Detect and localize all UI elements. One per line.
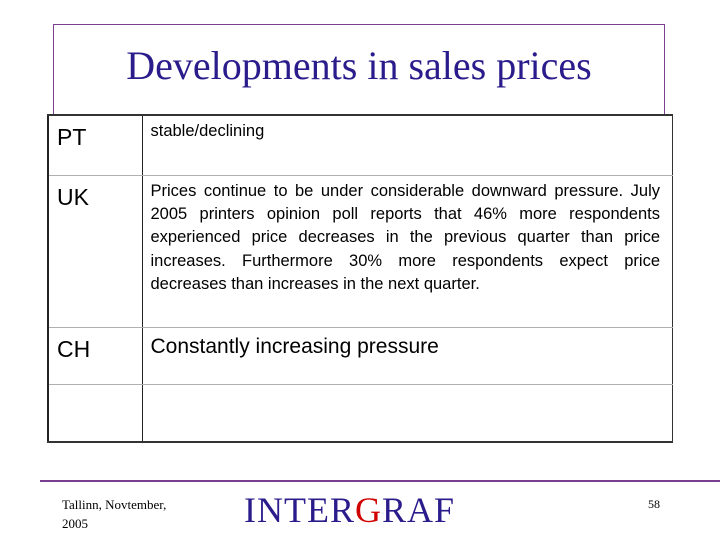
- table-row: PT stable/declining: [47, 114, 673, 176]
- page-number: 58: [648, 497, 660, 511]
- slide-title: Developments in sales prices: [126, 43, 592, 88]
- description-cell: Prices continue to be under considerable…: [141, 174, 673, 328]
- table-row: UK Prices continue to be under considera…: [47, 174, 673, 328]
- country-cell: UK: [47, 174, 143, 328]
- country-cell: CH: [47, 326, 143, 385]
- country-cell: PT: [47, 114, 143, 176]
- country-cell: [47, 383, 143, 443]
- logo-part: RAF: [382, 490, 456, 530]
- logo-part-accent: G: [355, 490, 382, 530]
- table-row: CH Constantly increasing pressure: [47, 326, 673, 385]
- price-table: PT stable/declining UK Prices continue t…: [47, 114, 673, 443]
- footer-place-date: Tallinn, Novtember, 2005: [62, 497, 167, 531]
- footer-divider: [40, 480, 720, 482]
- table-row: [47, 383, 673, 443]
- description-cell: Constantly increasing pressure: [141, 326, 673, 385]
- logo-part: I: [244, 490, 257, 530]
- description-cell: [141, 383, 673, 443]
- logo-part: NTER: [257, 490, 355, 530]
- intergraf-logo: INTERGRAF: [244, 492, 455, 528]
- description-cell: stable/declining: [141, 114, 673, 176]
